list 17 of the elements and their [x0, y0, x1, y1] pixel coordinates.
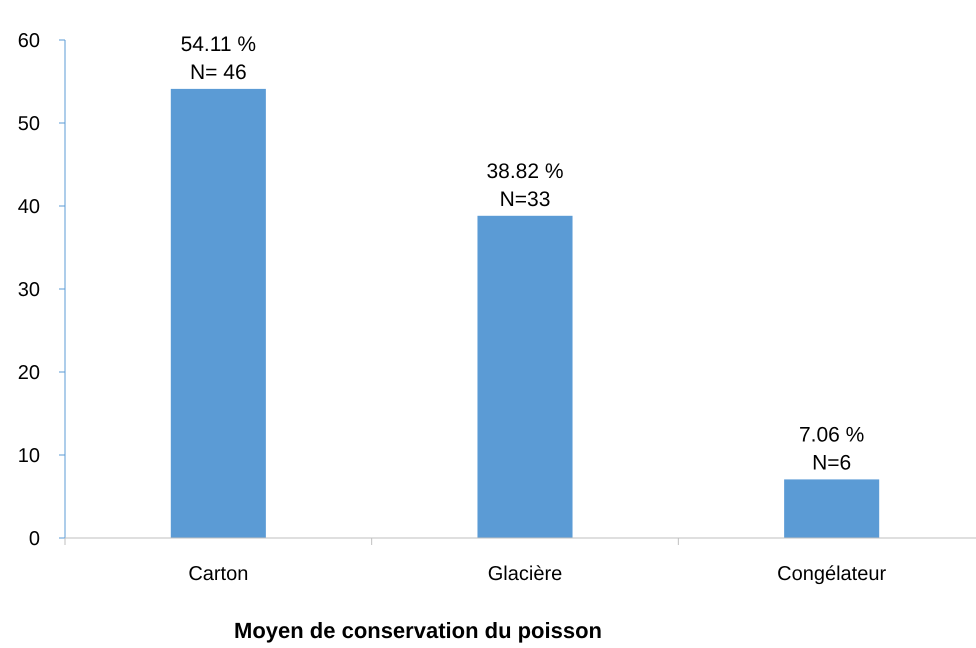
bar [170, 88, 266, 538]
data-label: 7.06 % N=6 [798, 423, 864, 474]
y-tick-label: 40 [18, 196, 40, 218]
bar [784, 479, 880, 538]
y-tick-label: 0 [28, 528, 40, 550]
x-tick-label: Congélateur [777, 563, 886, 585]
data-label: 38.82 % N=33 [486, 160, 564, 211]
data-label: 54.11 % N= 46 [180, 32, 256, 84]
bar [477, 216, 573, 538]
y-tick-label: 50 [18, 113, 40, 135]
y-tick-label: 30 [18, 279, 40, 301]
y-tick-label: 60 [18, 30, 40, 52]
x-tick-label: Carton [188, 563, 248, 585]
y-tick-label: 20 [18, 362, 40, 384]
x-tick-label: Glacière [488, 563, 562, 585]
x-axis-title: Moyen de conservation du poisson [234, 618, 602, 643]
y-tick-label: 10 [18, 445, 40, 467]
